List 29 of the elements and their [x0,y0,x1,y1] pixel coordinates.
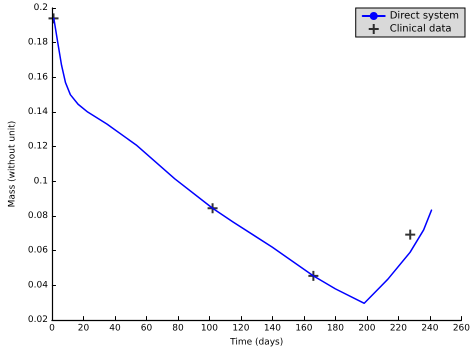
point [405,230,416,240]
x-tick-label: 140 [264,324,282,334]
x-tick-label: 120 [232,324,250,334]
x-tick-label: 160 [295,324,313,334]
x-tick-label: 180 [326,324,344,334]
x-axis-title: Time (days) [229,338,284,348]
y-tick-label: 0.02 [28,315,48,326]
legend-label: Direct system [390,10,460,22]
y-tick-label: 0.06 [28,246,48,256]
x-tick-label: 80 [172,324,184,334]
y-axis-title: Mass (without unit) [8,120,18,208]
x-tick-label: 260 [452,324,470,334]
y-tick-label: 0.1 [34,176,48,186]
x-tick-label: 200 [358,324,376,334]
y-tick-label: 0.14 [28,107,48,118]
x-tick-label: 240 [421,324,439,334]
x-tick-label: 220 [390,324,408,334]
x-tick-label: 0 [49,324,56,334]
y-tick-label: 0.16 [28,72,48,82]
y-tick-label: 0.12 [28,142,48,152]
y-tick-label: 0.18 [28,38,48,48]
x-tick-label: 100 [200,324,218,334]
y-tick-label: 0.2 [34,3,48,13]
legend-label: Clinical data [390,24,452,34]
y-tick-label: 0.04 [28,280,48,290]
x-tick-label: 40 [109,324,121,334]
x-tick-label: 20 [78,324,90,334]
x-tick-label: 60 [140,324,152,334]
y-tick-label: 0.08 [28,211,48,222]
